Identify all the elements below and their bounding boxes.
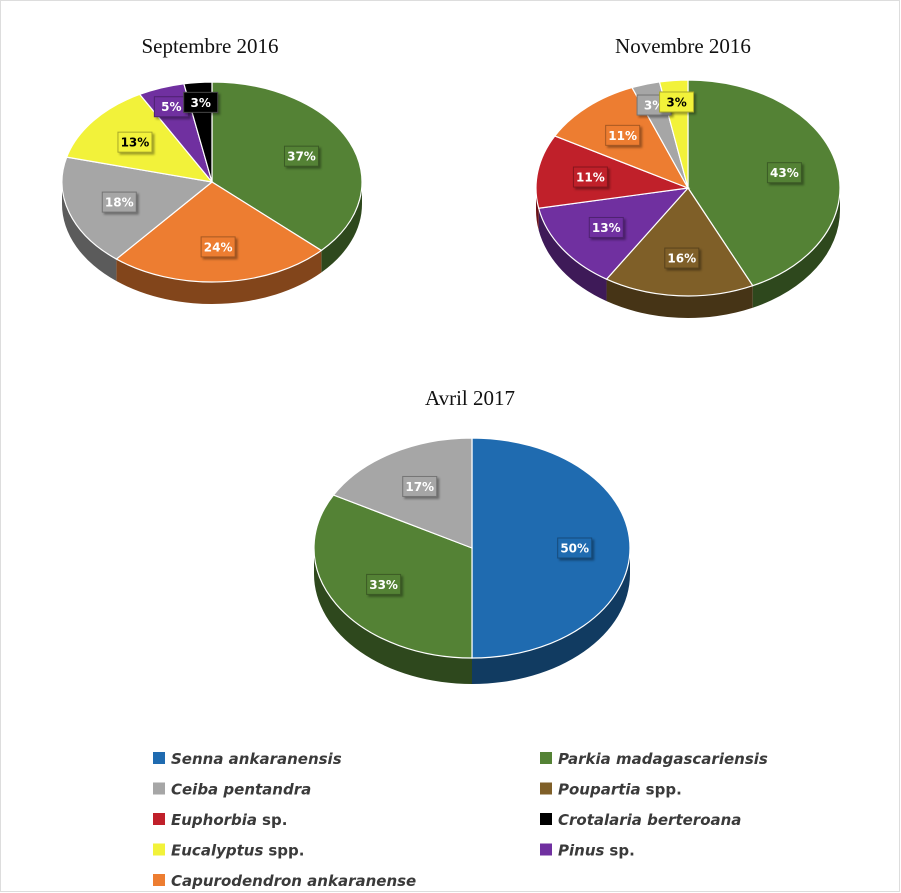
legend-plain: sp. [609,841,634,859]
legend-italic: Capurodendron ankaranense [171,872,416,890]
label-box [200,236,236,258]
legend-italic: Pinus [558,841,604,859]
legend-swatch [540,843,552,856]
legend-swatch [540,782,552,795]
chart-title: Septembre 2016 [141,34,278,58]
legend-italic: Ceiba pentandra [171,780,311,798]
label-box [572,166,608,188]
slice-side [472,548,630,684]
legend-swatch [540,752,552,764]
data-label: 3% [191,96,211,110]
label-box [402,475,438,497]
slice [115,181,323,283]
legend-plain: spp. [268,841,304,859]
legend-label: Euphorbia sp. [171,811,287,829]
data-label: 24% [204,240,233,254]
chart-title: Avril 2017 [425,386,515,410]
legend-label: Senna ankaranensis [171,750,342,768]
slice-side [116,250,322,305]
legend-swatch [153,782,165,795]
slice-side [538,208,607,302]
label-box [117,131,153,153]
legend-italic: Poupartia [558,780,641,798]
legend-label: Poupartia spp. [558,780,682,798]
legend-swatch [153,843,165,856]
label-box [659,91,695,113]
legend-label: Parkia madagascariensis [558,750,768,768]
legend-plain: spp. [646,780,682,798]
label-box [766,162,802,184]
legend-italic: Euphorbia [171,811,257,829]
data-label: 50% [560,542,589,556]
legend-swatch [153,874,165,886]
legend-italic: Crotalaria berteroana [558,811,741,829]
label-box [101,191,137,213]
slice-side [321,182,362,273]
label-box [557,537,593,559]
legend-swatch [153,752,165,764]
legend-label: Ceiba pentandra [171,780,311,798]
data-label: 18% [105,196,134,210]
legend-label: Pinus sp. [558,841,635,859]
label-box [366,573,402,595]
label-box [183,91,219,113]
legend-label: Eucalyptus spp. [171,841,304,859]
data-label: 5% [161,100,181,114]
legend-plain: sp. [262,811,287,829]
slice [471,437,631,659]
slice [687,79,841,287]
label-box [588,216,624,238]
slice-side [62,182,117,282]
legend-swatch [540,813,552,825]
chart-title: Novembre 2016 [615,34,751,58]
legend-italic: Parkia madagascariensis [558,750,768,768]
slice [605,187,754,297]
slice-side [314,548,472,684]
slice-side [752,188,840,308]
data-label: 17% [405,480,434,494]
data-label: 3% [666,95,686,109]
slice [535,135,691,209]
legend-italic: Eucalyptus [171,841,263,859]
data-label: 13% [121,136,150,150]
slice-side [606,279,753,318]
data-label: 43% [770,166,799,180]
data-label: 33% [369,578,398,592]
data-label: 16% [667,252,696,266]
data-label: 37% [287,150,316,164]
slice [61,156,214,260]
label-box [664,247,700,269]
data-label: 11% [608,129,637,143]
legend-label: Crotalaria berteroana [558,811,741,829]
data-label: 13% [592,221,621,235]
label-box [605,124,641,146]
legend-label: Capurodendron ankaranense [171,872,416,890]
label-box [283,145,319,167]
data-label: 11% [576,171,605,185]
legend-italic: Senna ankaranensis [171,750,342,768]
legend-swatch [153,813,165,825]
